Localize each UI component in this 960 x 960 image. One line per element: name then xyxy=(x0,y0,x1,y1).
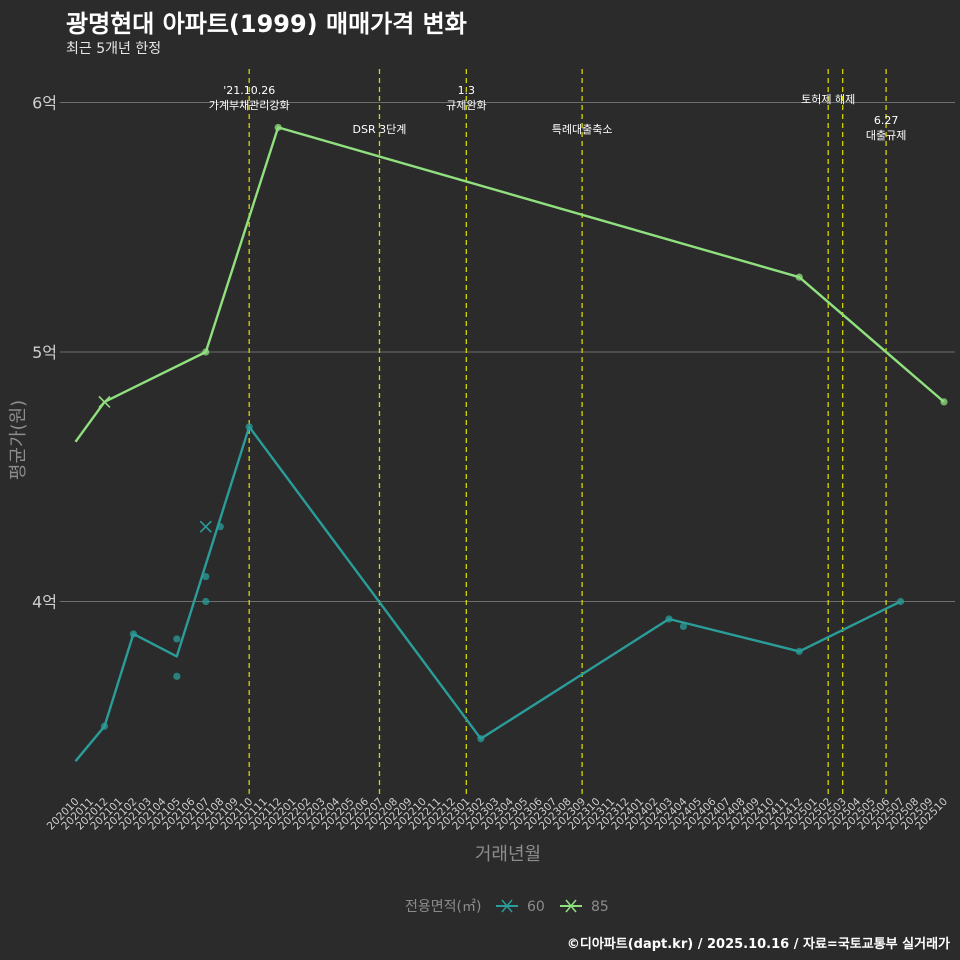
data-point-85-3 xyxy=(940,398,948,406)
y-tick-label-4: 4억 xyxy=(32,593,57,612)
data-point-85-2 xyxy=(795,273,803,281)
chart-subtitle: 최근 5개년 한정 xyxy=(66,41,162,57)
legend-title: 전용면적(㎡) xyxy=(405,899,481,915)
data-point-60-9 xyxy=(665,615,673,623)
event-label-202301-0: 1.3 xyxy=(458,84,476,97)
data-point-60-1 xyxy=(129,630,137,638)
legend: 전용면적(㎡) 60 85 xyxy=(405,899,609,915)
series-line-60 xyxy=(74,425,902,762)
event-label-202301-1: 규제완화 xyxy=(446,99,486,112)
data-point-60-5 xyxy=(202,597,210,606)
event-label-202309-0: 특례대출축소 xyxy=(552,123,613,136)
data-point-60-0 xyxy=(100,722,109,730)
cross-point-60-0 xyxy=(199,520,212,533)
data-point-60-12 xyxy=(896,597,905,606)
grid-layer xyxy=(60,102,955,602)
data-point-85-0 xyxy=(202,348,210,356)
event-label-202110-1: 가계부채관리강화 xyxy=(209,99,290,112)
chart-title: 광명현대 아파트(1999) 매매가격 변화 xyxy=(66,10,467,38)
series-layer xyxy=(74,123,948,762)
source-caption: ©디아파트(dapt.kr) / 2025.10.16 / 자료=국토교통부 실… xyxy=(566,937,950,952)
data-point-85-1 xyxy=(274,123,282,132)
event-label-202207-0: DSR 3단계 xyxy=(353,123,407,136)
y-tick-label-6: 6억 xyxy=(32,94,57,113)
legend-label-85: 85 xyxy=(591,899,609,915)
cross-point-85-0 xyxy=(98,395,111,408)
data-point-60-6 xyxy=(216,523,224,531)
event-label-202506-0: 6.27 xyxy=(874,114,899,127)
data-point-60-4 xyxy=(202,572,210,581)
series-line-85 xyxy=(74,126,945,443)
event-label-202110-0: '21.10.26 xyxy=(223,84,275,97)
y-axis-title: 평균가(원) xyxy=(8,400,29,480)
y-tick-label-5: 5억 xyxy=(32,343,57,362)
data-point-60-10 xyxy=(679,622,688,631)
event-label-202506-1: 대출규제 xyxy=(866,129,906,142)
axis-layer: 4억5억6억2020102020112020122021012021022021… xyxy=(32,94,950,833)
data-point-60-3 xyxy=(173,672,181,680)
data-point-60-8 xyxy=(477,735,485,743)
legend-entry-85: 85 xyxy=(560,899,609,915)
legend-cross-85 xyxy=(565,899,577,913)
data-point-60-7 xyxy=(245,423,253,431)
data-point-60-11 xyxy=(795,647,803,656)
legend-cross-60 xyxy=(501,899,513,913)
legend-entry-60: 60 xyxy=(496,899,545,915)
event-label-202502-0: 토허제 해제 xyxy=(801,92,855,106)
legend-label-60: 60 xyxy=(527,899,545,915)
x-axis-title: 거래년월 xyxy=(475,844,541,865)
data-point-60-2 xyxy=(173,635,181,643)
